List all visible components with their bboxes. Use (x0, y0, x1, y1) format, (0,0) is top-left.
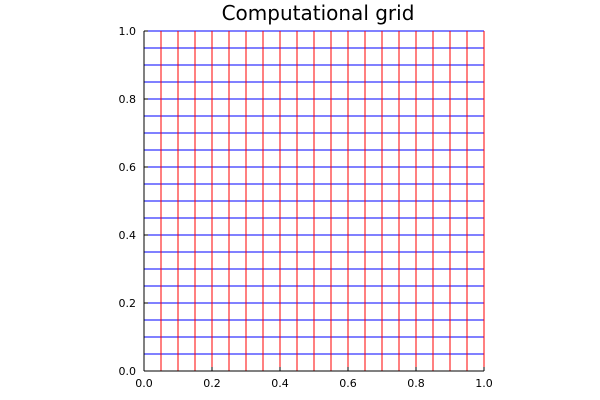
axes (143, 31, 484, 372)
x-axis-ticks: 0.0 0.2 0.4 0.6 0.8 1.0 (135, 367, 493, 390)
y-tick-label: 0.2 (119, 297, 137, 310)
y-tick-label: 0.0 (119, 365, 137, 378)
x-tick-label: 0.6 (339, 377, 357, 390)
x-tick-label: 0.4 (271, 377, 289, 390)
x-tick-label: 0.0 (135, 377, 153, 390)
y-tick-label: 0.4 (119, 229, 137, 242)
y-tick-label: 0.6 (119, 161, 137, 174)
x-tick-label: 0.8 (407, 377, 425, 390)
y-tick-label: 0.8 (119, 93, 137, 106)
y-tick-label: 1.0 (119, 25, 137, 38)
chart-title: Computational grid (222, 1, 415, 25)
y-axis-ticks: 0.0 0.2 0.4 0.6 0.8 1.0 (119, 25, 148, 378)
x-tick-label: 1.0 (475, 377, 493, 390)
grid-lines (143, 30, 485, 372)
x-tick-label: 0.2 (203, 377, 221, 390)
